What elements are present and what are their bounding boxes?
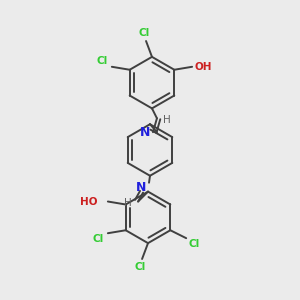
Text: Cl: Cl [92, 234, 104, 244]
Text: Cl: Cl [188, 239, 200, 249]
Text: N: N [140, 126, 150, 139]
Text: HO: HO [80, 196, 98, 206]
Text: OH: OH [194, 62, 211, 72]
Text: Cl: Cl [96, 56, 108, 66]
Text: N: N [136, 181, 146, 194]
Text: Cl: Cl [138, 28, 150, 38]
Text: H: H [163, 115, 171, 125]
Text: H: H [124, 199, 132, 208]
Text: Cl: Cl [134, 262, 146, 272]
